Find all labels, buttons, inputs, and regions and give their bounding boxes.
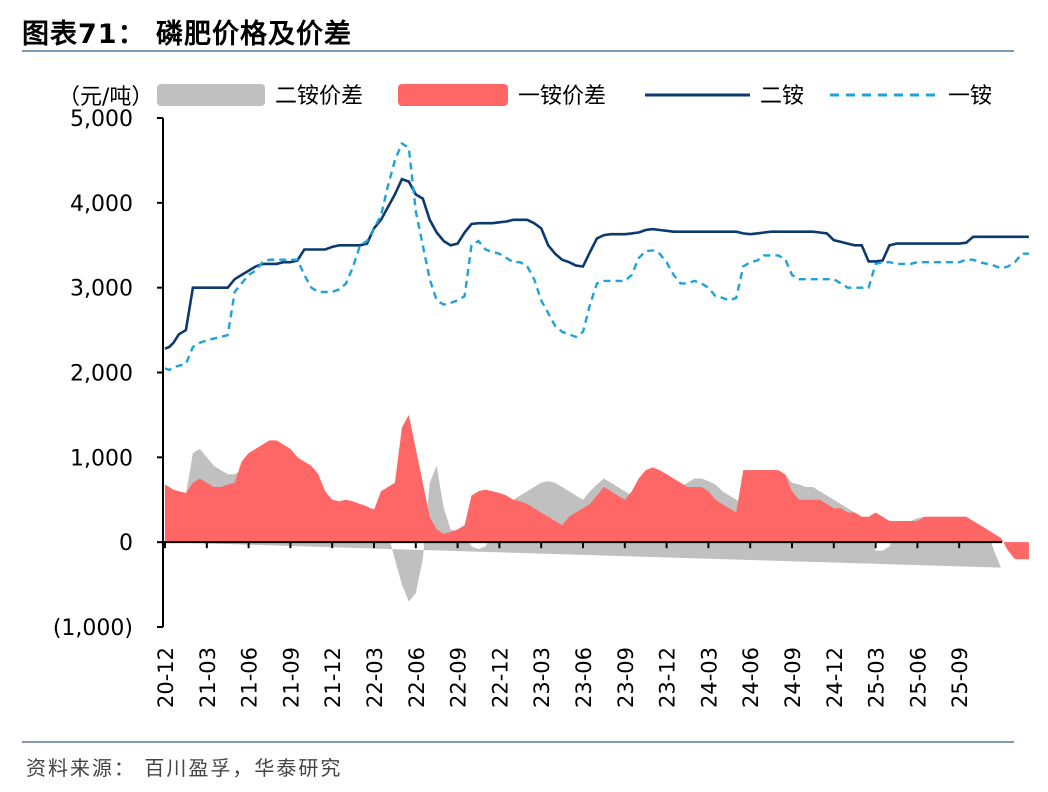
x-tick-label: 24-12: [823, 647, 847, 708]
y-tick-label: 3,000: [70, 277, 133, 302]
legend-label: 二铵价差: [275, 84, 363, 109]
y-tick-label: 1,000: [70, 446, 133, 471]
title-divider: [22, 50, 1014, 52]
chart-title: 图表71： 磷肥价格及价差: [22, 19, 352, 50]
x-tick-label: 23-03: [530, 647, 554, 708]
x-tick-label: 22-09: [447, 647, 471, 708]
map-price-line: [164, 141, 1029, 372]
x-tick-label: 23-06: [572, 647, 596, 708]
source-note: 资料来源： 百川盈孚，华泰研究: [26, 756, 343, 780]
legend-label: 二铵: [760, 84, 804, 109]
axes: 5,000 4,000 3,000 2,000 1,000 0 (1,000) 20-12 21…: [53, 107, 1002, 708]
unit-label: （元/吨）: [58, 85, 153, 110]
x-tick-label: 25-09: [948, 647, 972, 708]
x-tick-label: 24-03: [697, 647, 721, 708]
dap-price-line: [164, 177, 1029, 350]
y-tick-label: 5,000: [70, 107, 133, 132]
x-tick-label: 21-06: [238, 647, 262, 708]
x-tick-label: 25-06: [906, 647, 930, 708]
x-tick-label: 23-09: [614, 647, 638, 708]
legend-swatch: [398, 84, 508, 106]
y-tick-label: 0: [119, 531, 133, 556]
x-tick-label: 21-03: [196, 647, 220, 708]
x-tick-label: 22-12: [488, 647, 512, 708]
x-tick-label: 23-12: [656, 647, 680, 708]
y-tick-label: 2,000: [70, 362, 133, 387]
x-tick-label: 20-12: [154, 647, 178, 708]
x-tick-label: 22-03: [363, 647, 387, 708]
x-tick-label: 21-12: [321, 647, 345, 708]
legend-swatch: [157, 84, 265, 106]
x-tick-label: 21-09: [279, 647, 303, 708]
x-tick-label: 24-09: [781, 647, 805, 708]
x-tick-label: 22-06: [405, 647, 429, 708]
y-tick-label: 4,000: [70, 192, 133, 217]
source-divider: [22, 741, 1014, 743]
spread-areas: [165, 414, 1029, 602]
legend: 二铵价差 一铵价差 二铵 一铵: [157, 84, 992, 109]
map-spread-area: [165, 414, 1029, 560]
y-tick-label: (1,000): [53, 616, 133, 641]
price-lines: [164, 141, 1029, 372]
x-tick-label: 24-06: [739, 647, 763, 708]
legend-label: 一铵价差: [518, 84, 606, 109]
legend-label: 一铵: [948, 84, 992, 109]
x-tick-label: 25-03: [865, 647, 889, 708]
